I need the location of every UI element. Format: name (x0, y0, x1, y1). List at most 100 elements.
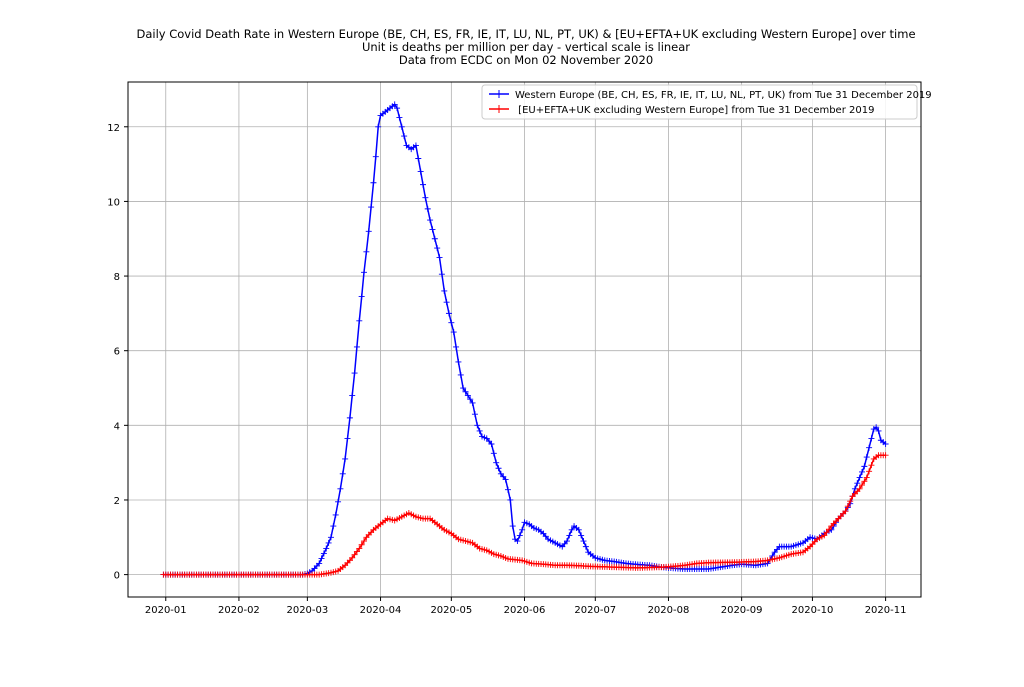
data-point-rest-of-europe (866, 468, 873, 475)
chart-title: Daily Covid Death Rate in Western Europe… (136, 27, 915, 67)
data-point-western-europe (502, 476, 509, 483)
data-point-western-europe (448, 319, 455, 326)
data-point-western-europe (372, 153, 379, 160)
data-point-rest-of-europe (361, 538, 368, 545)
data-point-western-europe (457, 371, 464, 378)
x-tick-label: 2020-11 (865, 605, 907, 616)
title-line-2: Unit is deaths per million per day - ver… (362, 40, 690, 54)
data-point-western-europe (519, 526, 526, 533)
data-point-western-europe (462, 388, 469, 395)
data-point-western-europe (365, 228, 372, 235)
y-tick-label: 2 (114, 496, 120, 507)
data-point-western-europe (453, 343, 460, 350)
data-point-western-europe (474, 422, 481, 429)
data-point-western-europe (415, 155, 422, 162)
data-point-western-europe (375, 123, 382, 130)
data-point-western-europe (575, 526, 582, 533)
data-point-rest-of-europe (351, 551, 358, 558)
data-point-rest-of-europe (844, 503, 851, 510)
data-point-rest-of-europe (861, 478, 868, 485)
data-point-western-europe (401, 133, 408, 140)
data-point-western-europe (325, 539, 332, 546)
data-point-western-europe (438, 271, 445, 278)
data-point-western-europe (568, 526, 575, 533)
data-point-western-europe (507, 496, 514, 503)
data-point-western-europe (516, 532, 523, 539)
legend-label-rest-of-europe: [EU+EFTA+UK excluding Western Europe] fr… (515, 105, 874, 116)
x-tick-label: 2020-07 (574, 605, 616, 616)
data-point-western-europe (566, 532, 573, 539)
data-point-western-europe (509, 523, 516, 530)
data-point-western-europe (332, 511, 339, 518)
data-point-western-europe (861, 463, 868, 470)
data-point-western-europe (424, 205, 431, 212)
data-point-western-europe (471, 411, 478, 418)
data-point-western-europe (495, 465, 502, 472)
data-point-rest-of-europe (847, 498, 854, 505)
x-tick-label: 2020-03 (286, 605, 328, 616)
data-point-western-europe (580, 538, 587, 545)
data-point-western-europe (398, 123, 405, 130)
data-point-rest-of-europe (349, 554, 356, 561)
data-point-western-europe (436, 254, 443, 261)
data-point-western-europe (391, 101, 398, 108)
y-tick-label: 12 (107, 123, 120, 134)
data-point-western-europe (882, 440, 889, 447)
data-point-western-europe (353, 343, 360, 350)
data-point-western-europe (412, 142, 419, 149)
data-point-western-europe (476, 427, 483, 434)
x-tick-label: 2020-09 (721, 605, 763, 616)
data-point-western-europe (455, 358, 462, 365)
data-point-western-europe (337, 485, 344, 492)
data-point-western-europe (349, 392, 356, 399)
x-tick-label: 2020-04 (360, 605, 402, 616)
title-line-1: Daily Covid Death Rate in Western Europe… (136, 27, 915, 41)
data-point-western-europe (320, 550, 327, 557)
data-point-western-europe (467, 396, 474, 403)
data-point-western-europe (504, 486, 511, 493)
data-point-western-europe (434, 245, 441, 252)
data-point-western-europe (429, 226, 436, 233)
data-point-western-europe (394, 105, 401, 112)
data-point-western-europe (327, 534, 334, 541)
data-point-western-europe (417, 168, 424, 175)
data-point-western-europe (450, 329, 457, 336)
data-point-western-europe (363, 248, 370, 255)
data-point-rest-of-europe (868, 462, 875, 469)
data-point-western-europe (443, 299, 450, 306)
data-point-western-europe (490, 450, 497, 457)
data-point-western-europe (368, 204, 375, 211)
data-point-rest-of-europe (823, 529, 830, 536)
data-point-rest-of-europe (856, 485, 863, 492)
legend: Western Europe (BE, CH, ES, FR, IE, IT, … (481, 84, 932, 120)
data-point-western-europe (323, 545, 330, 552)
x-tick-label: 2020-06 (504, 605, 546, 616)
data-point-rest-of-europe (842, 508, 849, 515)
data-point-western-europe (441, 287, 448, 294)
data-point-western-europe (582, 543, 589, 550)
data-point-western-europe (330, 523, 337, 530)
data-point-western-europe (361, 269, 368, 276)
data-point-rest-of-europe (821, 532, 828, 539)
data-point-western-europe (856, 474, 863, 481)
x-tick-label: 2020-10 (792, 605, 834, 616)
data-point-western-europe (578, 532, 585, 539)
y-tick-label: 10 (107, 197, 120, 208)
y-tick-label: 4 (114, 421, 120, 432)
series-group (160, 101, 889, 578)
data-point-western-europe (396, 114, 403, 121)
x-tick-label: 2020-02 (218, 605, 260, 616)
data-point-western-europe (854, 480, 861, 487)
data-point-western-europe (464, 392, 471, 399)
data-point-western-europe (866, 444, 873, 451)
x-tick-label: 2020-01 (145, 605, 187, 616)
data-point-western-europe (868, 435, 875, 442)
data-point-western-europe (351, 370, 358, 377)
data-point-rest-of-europe (863, 474, 870, 481)
data-point-western-europe (335, 498, 342, 505)
data-point-western-europe (514, 538, 521, 545)
data-point-western-europe (493, 459, 500, 466)
data-point-western-europe (875, 427, 882, 434)
y-tick-label: 8 (114, 272, 120, 283)
